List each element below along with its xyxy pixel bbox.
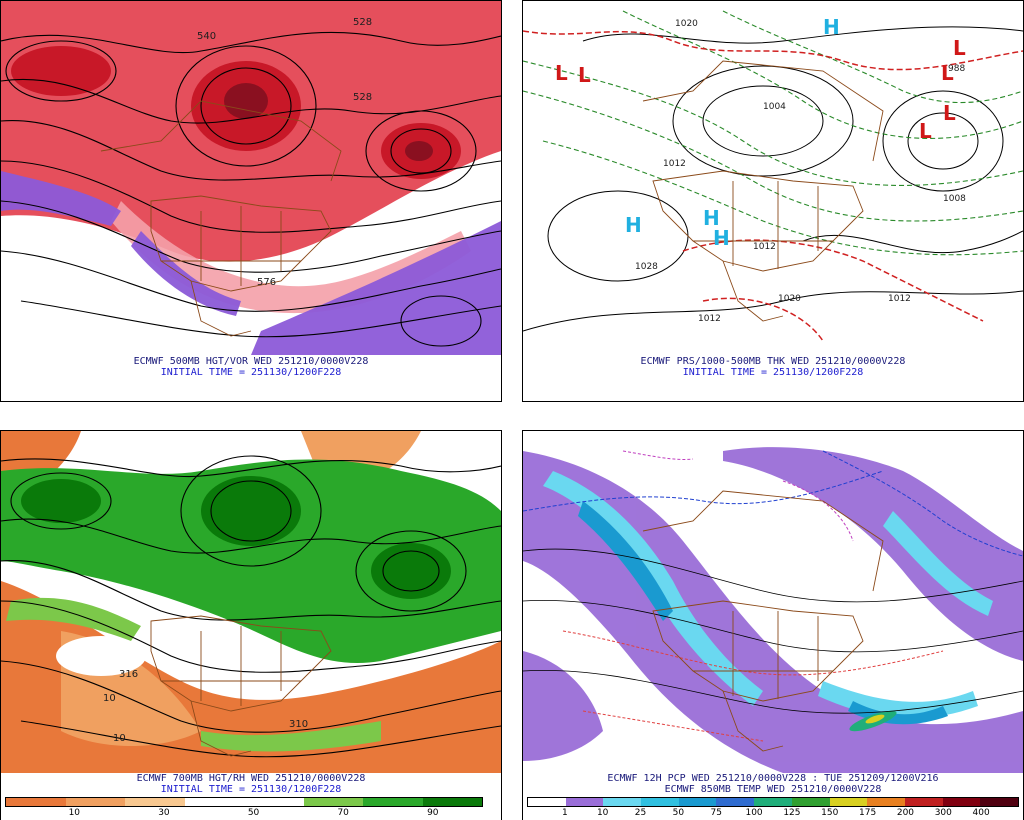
colorbar-swatch: [125, 798, 185, 806]
low-pressure-marker: L: [555, 61, 568, 85]
colorbar-tick-label: 125: [783, 808, 801, 818]
colorbar-swatches: [5, 797, 483, 807]
caption-prs-thk: ECMWF PRS/1000-500MB THK WED 251210/0000…: [523, 356, 1023, 378]
contour-label: 528: [353, 92, 372, 103]
colorbar-swatch: [184, 798, 244, 806]
high-pressure-marker: H: [625, 213, 642, 237]
colorbar-tick-label: 10: [68, 808, 81, 818]
caption-title: ECMWF 700MB HGT/RH WED 251210/0000V228: [136, 773, 366, 784]
caption-pcp: ECMWF 12H PCP WED 251210/0000V228 : TUE …: [523, 773, 1023, 795]
map-700mb: 316 310 10 10: [1, 431, 501, 773]
map-prs-thk: 1020 1004 1012 1028 1012 1020 1012 1008 …: [523, 1, 1023, 355]
colorbar-swatch: [829, 798, 868, 806]
colorbar-tick-label: 200: [896, 808, 915, 818]
contour-label: 1028: [635, 262, 658, 272]
map-pcp: [523, 431, 1023, 773]
contour-label: 1012: [753, 242, 776, 252]
caption-title: ECMWF PRS/1000-500MB THK WED 251210/0000…: [640, 356, 906, 367]
colorbar-tick-label: 100: [745, 808, 763, 818]
contour-label: 528: [353, 17, 372, 28]
caption-500mb: ECMWF 500MB HGT/VOR WED 251210/0000V228 …: [1, 356, 501, 378]
contour-label: 1020: [778, 294, 801, 304]
colorbar-swatch: [716, 798, 755, 806]
caption-700mb: ECMWF 700MB HGT/RH WED 251210/0000V228 I…: [1, 773, 501, 795]
colorbar-swatch: [565, 798, 604, 806]
contour-label: 1012: [698, 314, 721, 324]
contour-label: 540: [197, 31, 216, 42]
caption-title: ECMWF 500MB HGT/VOR WED 251210/0000V228: [133, 356, 369, 367]
contour-label: 1008: [943, 194, 966, 204]
contour-label: 10: [103, 693, 116, 704]
colorbar-swatch: [422, 798, 482, 806]
colorbar-swatch: [65, 798, 125, 806]
colorbar-swatch: [980, 798, 1018, 806]
colorbar-swatches: [527, 797, 1019, 807]
contour-label: 576: [257, 277, 276, 288]
contour-label: 310: [289, 719, 308, 730]
colorbar-swatch: [754, 798, 792, 806]
contour-label: 1004: [763, 102, 786, 112]
colorbar-tick-label: 50: [672, 808, 685, 818]
panel-500mb-hgt-vor: 540 528 528 576 ECMWF 500MB HGT/VOR WED …: [0, 0, 502, 402]
contour-label: 1012: [888, 294, 911, 304]
colorbar-swatch: [363, 798, 423, 806]
colorbar-swatch: [603, 798, 642, 806]
colorbar-tick-label: 70: [337, 808, 349, 818]
colorbar-labels: 10 30 50 70 90: [5, 807, 483, 819]
caption-title: ECMWF 12H PCP WED 251210/0000V228 : TUE …: [607, 773, 939, 784]
colorbar-swatch: [791, 798, 830, 806]
colorbar-tick-label: 150: [821, 808, 839, 818]
colorbar-swatch: [904, 798, 943, 806]
colorbar-tick-label: 75: [710, 808, 722, 818]
low-pressure-marker: L: [919, 119, 932, 143]
caption-initial-time: INITIAL TIME = 251130/1200F228: [682, 367, 864, 378]
colorbar-tick-label: 50: [247, 808, 260, 818]
caption-initial-time: INITIAL TIME = 251130/1200F228: [160, 367, 342, 378]
colorbar-tick-label: 10: [596, 808, 609, 818]
colorbar-labels: 1 10 25 50 75 100 125 150 175 200 300 400: [527, 807, 1019, 819]
contour-label: 1020: [675, 19, 698, 29]
colorbar-tick-label: 175: [859, 808, 877, 818]
colorbar-swatch: [942, 798, 981, 806]
precip-colorbar: 1 10 25 50 75 100 125 150 175 200 300 400: [527, 797, 1019, 819]
high-pressure-marker: H: [703, 206, 720, 230]
low-pressure-marker: L: [941, 61, 954, 85]
caption-initial-time: INITIAL TIME = 251130/1200F228: [160, 784, 342, 795]
caption-subtitle: ECMWF 850MB TEMP WED 251210/0000V228: [664, 784, 882, 795]
colorbar-tick-label: 25: [634, 808, 647, 818]
colorbar-tick-label: 300: [934, 808, 952, 818]
rh-colorbar: 10 30 50 70 90: [5, 797, 483, 819]
colorbar-swatch: [244, 798, 304, 806]
panel-12h-pcp-850mb-temp: ECMWF 12H PCP WED 251210/0000V228 : TUE …: [522, 430, 1024, 820]
colorbar-swatch: [678, 798, 717, 806]
panel-700mb-hgt-rh: 316 310 10 10 ECMWF 700MB HGT/RH WED 251…: [0, 430, 502, 820]
low-pressure-marker: L: [578, 63, 591, 87]
colorbar-swatch: [528, 798, 566, 806]
low-pressure-marker: L: [953, 36, 966, 60]
high-pressure-marker: H: [713, 226, 730, 250]
contour-label: 1012: [663, 159, 686, 169]
colorbar-swatch: [6, 798, 66, 806]
colorbar-swatch: [867, 798, 905, 806]
colorbar-swatch: [641, 798, 679, 806]
map-500mb: 540 528 528 576: [1, 1, 501, 355]
contour-label: 316: [119, 669, 138, 680]
colorbar-tick-label: 90: [427, 808, 439, 818]
colorbar-swatch: [303, 798, 363, 806]
colorbar-tick-label: 400: [972, 808, 990, 818]
high-pressure-marker: H: [823, 15, 840, 39]
contour-label: 10: [113, 733, 126, 744]
colorbar-tick-label: 30: [158, 808, 170, 818]
colorbar-tick-label: 1: [561, 808, 568, 818]
panel-prs-thk: 1020 1004 1012 1028 1012 1020 1012 1008 …: [522, 0, 1024, 402]
contour-label: 988: [948, 64, 965, 74]
low-pressure-marker: L: [943, 101, 956, 125]
